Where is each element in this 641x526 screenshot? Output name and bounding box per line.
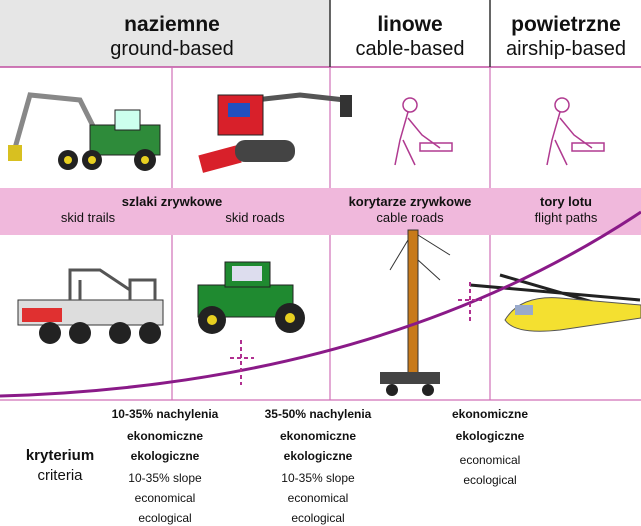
criteria: 10-35% nachylenia ekonomiczne ekologiczne 1… bbox=[112, 407, 529, 525]
criteria-line: ecological bbox=[138, 511, 191, 525]
skidder-icon bbox=[198, 262, 305, 334]
excavator-icon bbox=[198, 95, 352, 173]
column-subtitle: ground-based bbox=[110, 38, 233, 60]
band-subtitle: skid roads bbox=[225, 210, 285, 225]
criteria-label: kryterium bbox=[26, 447, 94, 464]
criteria-line: 10-35% nachylenia bbox=[112, 407, 219, 421]
column-title: naziemne bbox=[124, 13, 220, 36]
criteria-line: ecological bbox=[463, 473, 516, 487]
column-title: linowe bbox=[377, 13, 442, 36]
column-subtitle: cable-based bbox=[356, 38, 465, 60]
criteria-line: ekonomiczne bbox=[452, 407, 528, 421]
column-title: powietrzne bbox=[511, 13, 621, 36]
criteria-label: criteria bbox=[37, 467, 83, 484]
tower-icon bbox=[380, 230, 450, 396]
band-subtitle: skid trails bbox=[61, 210, 116, 225]
band-title: tory lotu bbox=[540, 194, 592, 209]
criteria-line: 10-35% slope bbox=[281, 471, 355, 485]
criteria-line: ekonomiczne bbox=[280, 429, 356, 443]
diagram: naziemne ground-based linowe cable-based… bbox=[0, 0, 641, 526]
worker-icon bbox=[547, 98, 604, 165]
criteria-line: economical bbox=[135, 491, 196, 505]
band-subtitle: cable roads bbox=[376, 210, 444, 225]
forwarder-icon bbox=[18, 270, 163, 344]
worker-icon bbox=[395, 98, 452, 165]
criteria-line: ekologiczne bbox=[456, 429, 525, 443]
criteria-line: 10-35% slope bbox=[128, 471, 202, 485]
band-title: korytarze zrywkowe bbox=[349, 194, 472, 209]
helicopter-icon bbox=[470, 275, 641, 331]
harvester-icon bbox=[8, 95, 160, 171]
band-subtitle: flight paths bbox=[535, 210, 598, 225]
band-title: szlaki zrywkowe bbox=[122, 194, 222, 209]
criteria-line: ekologiczne bbox=[284, 449, 353, 463]
criteria-line: 35-50% nachylenia bbox=[265, 407, 372, 421]
criteria-line: economical bbox=[288, 491, 349, 505]
column-subtitle: airship-based bbox=[506, 38, 626, 60]
criteria-line: ekologiczne bbox=[131, 449, 200, 463]
criteria-line: ecological bbox=[291, 511, 344, 525]
criteria-line: ekonomiczne bbox=[127, 429, 203, 443]
criteria-line: economical bbox=[460, 453, 521, 467]
